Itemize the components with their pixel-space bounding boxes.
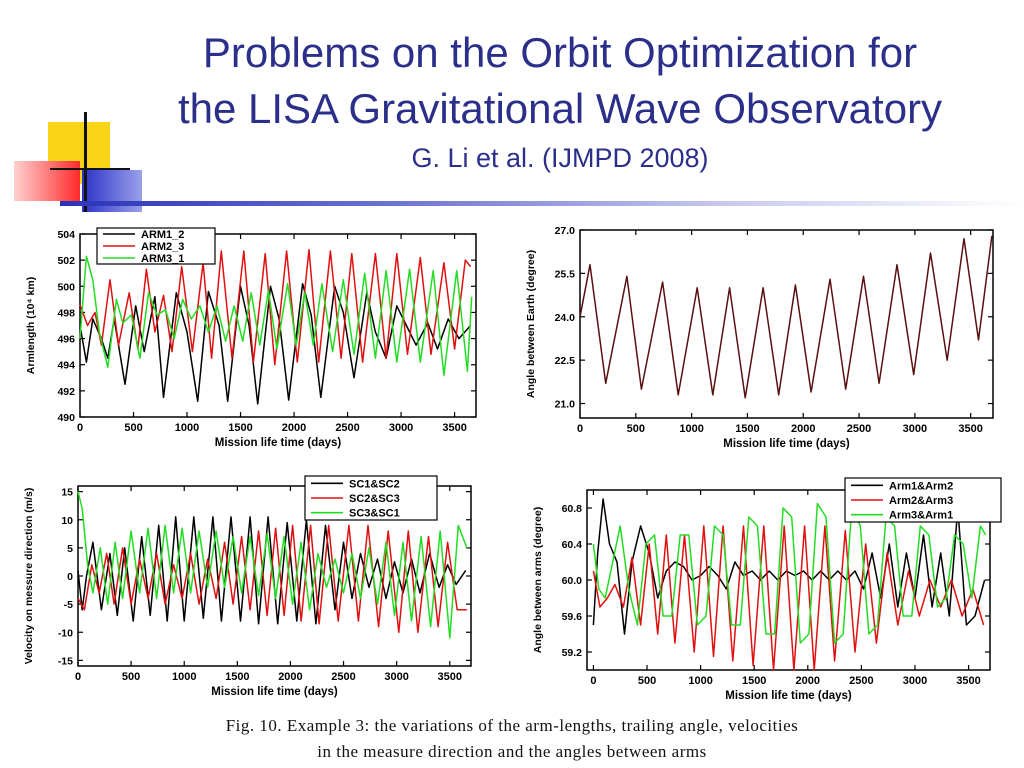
y-tick-label: 490 — [57, 412, 75, 424]
legend-label: Arm2&Arm3 — [889, 495, 953, 507]
title-underline-rule — [60, 201, 1024, 206]
x-tick-label: 1500 — [742, 675, 766, 687]
y-axis-label: Velocity on messure direction (m/s) — [23, 488, 35, 665]
x-tick-label: 3000 — [389, 422, 413, 434]
y-tick-label: 27.0 — [555, 225, 576, 237]
x-axis-label: Mission life time (days) — [215, 437, 342, 449]
x-tick-label: 1000 — [172, 671, 196, 683]
y-tick-label: 502 — [57, 255, 75, 267]
legend-label: ARM1_2 — [141, 229, 184, 241]
x-axis-label: Mission life time (days) — [725, 690, 852, 702]
vertical-line-decoration — [84, 112, 87, 212]
y-tick-label: 21.0 — [555, 399, 576, 411]
series-line-arm3-1 — [79, 255, 473, 376]
x-tick-label: 0 — [75, 671, 81, 683]
series-line-trailing-angle — [579, 235, 993, 399]
legend-label: SC2&SC3 — [349, 493, 400, 505]
y-tick-label: 500 — [57, 281, 75, 293]
figure-caption-line1: Fig. 10. Example 3: the variations of th… — [225, 716, 799, 735]
y-tick-label: 22.5 — [555, 355, 576, 367]
legend-label: SC3&SC1 — [349, 508, 400, 520]
y-tick-label: -5 — [64, 599, 73, 611]
x-tick-label: 2500 — [331, 671, 355, 683]
chart-armlength — [79, 227, 477, 418]
x-tick-label: 3500 — [442, 422, 466, 434]
x-tick-label: 1500 — [228, 422, 252, 434]
legend-label: ARM2_3 — [141, 241, 184, 253]
series-line-sc2-sc3 — [77, 524, 467, 634]
x-tick-label: 500 — [122, 671, 140, 683]
y-tick-label: 498 — [57, 307, 75, 319]
x-axis-label: Mission life time (days) — [723, 438, 850, 450]
x-tick-label: 3500 — [956, 675, 980, 687]
x-tick-label: 2000 — [791, 423, 815, 435]
x-tick-label: 500 — [627, 423, 645, 435]
y-tick-label: 504 — [57, 229, 75, 241]
slide-subtitle: G. Li et al. (IJMPD 2008) — [411, 143, 709, 173]
x-axis-label: Mission life time (days) — [211, 686, 338, 698]
plot-frame — [579, 229, 994, 419]
slide-title-line1: Problems on the Orbit Optimization for — [202, 29, 918, 76]
x-tick-label: 0 — [590, 675, 596, 687]
series-line-arm2-3 — [79, 248, 472, 366]
x-tick-label: 500 — [124, 422, 142, 434]
y-tick-label: 15 — [61, 487, 73, 499]
chart-arm-angles — [586, 477, 1002, 671]
figure-caption-line2: in the measure direction and the angles … — [317, 742, 707, 761]
y-tick-label: 494 — [57, 360, 75, 372]
x-tick-label: 2000 — [796, 675, 820, 687]
x-tick-label: 3000 — [384, 671, 408, 683]
x-tick-label: 0 — [577, 423, 583, 435]
y-tick-label: 25.5 — [555, 268, 576, 280]
chart-angle-earth — [579, 229, 994, 419]
slide-title-line2: the LISA Gravitational Wave Observatory — [177, 85, 943, 132]
series-line-arm2-arm3 — [592, 525, 985, 671]
y-tick-label: 59.6 — [562, 611, 583, 623]
y-tick-label: 10 — [61, 515, 73, 527]
x-tick-label: 1500 — [225, 671, 249, 683]
legend-label: Arm1&Arm2 — [889, 480, 953, 492]
series-line-arm1-arm2 — [592, 498, 986, 635]
x-tick-label: 2000 — [282, 422, 306, 434]
x-tick-label: 3000 — [903, 423, 927, 435]
y-tick-label: 59.2 — [562, 647, 583, 659]
series-line-arm1-2 — [79, 282, 472, 405]
y-tick-label: -10 — [58, 627, 73, 639]
series-line-sc3-sc1 — [77, 491, 468, 639]
y-tick-label: 60.4 — [562, 539, 583, 551]
legend-label: SC1&SC2 — [349, 478, 400, 490]
y-tick-label: 60.0 — [562, 575, 583, 587]
x-tick-label: 1000 — [175, 422, 199, 434]
series-line-arm3-arm1 — [592, 502, 987, 644]
x-tick-label: 1000 — [679, 423, 703, 435]
legend-label: ARM3_1 — [141, 253, 184, 265]
x-tick-label: 2500 — [335, 422, 359, 434]
x-tick-label: 1000 — [688, 675, 712, 687]
y-axis-label: Angle between arms (degree) — [532, 507, 544, 653]
red-square-decoration — [14, 161, 80, 201]
y-tick-label: 5 — [67, 543, 73, 555]
y-axis-label: Angle between Earth (degree) — [525, 250, 537, 398]
y-tick-label: 492 — [57, 386, 75, 398]
x-tick-label: 3500 — [438, 671, 462, 683]
y-tick-label: 24.0 — [555, 312, 576, 324]
x-tick-label: 3500 — [958, 423, 982, 435]
y-tick-label: 60.8 — [562, 503, 583, 515]
x-tick-label: 2000 — [278, 671, 302, 683]
x-tick-label: 3000 — [903, 675, 927, 687]
horizontal-line-decoration — [50, 168, 130, 170]
x-tick-label: 0 — [77, 422, 83, 434]
y-axis-label: Armlength (10⁴ km) — [25, 277, 37, 374]
y-tick-label: 0 — [67, 571, 73, 583]
legend-label: Arm3&Arm1 — [889, 510, 953, 522]
y-tick-label: -15 — [58, 655, 73, 667]
y-tick-label: 496 — [57, 334, 75, 346]
x-tick-label: 500 — [638, 675, 656, 687]
chart-velocity — [77, 475, 472, 667]
x-tick-label: 1500 — [735, 423, 759, 435]
x-tick-label: 2500 — [849, 675, 873, 687]
x-tick-label: 2500 — [847, 423, 871, 435]
